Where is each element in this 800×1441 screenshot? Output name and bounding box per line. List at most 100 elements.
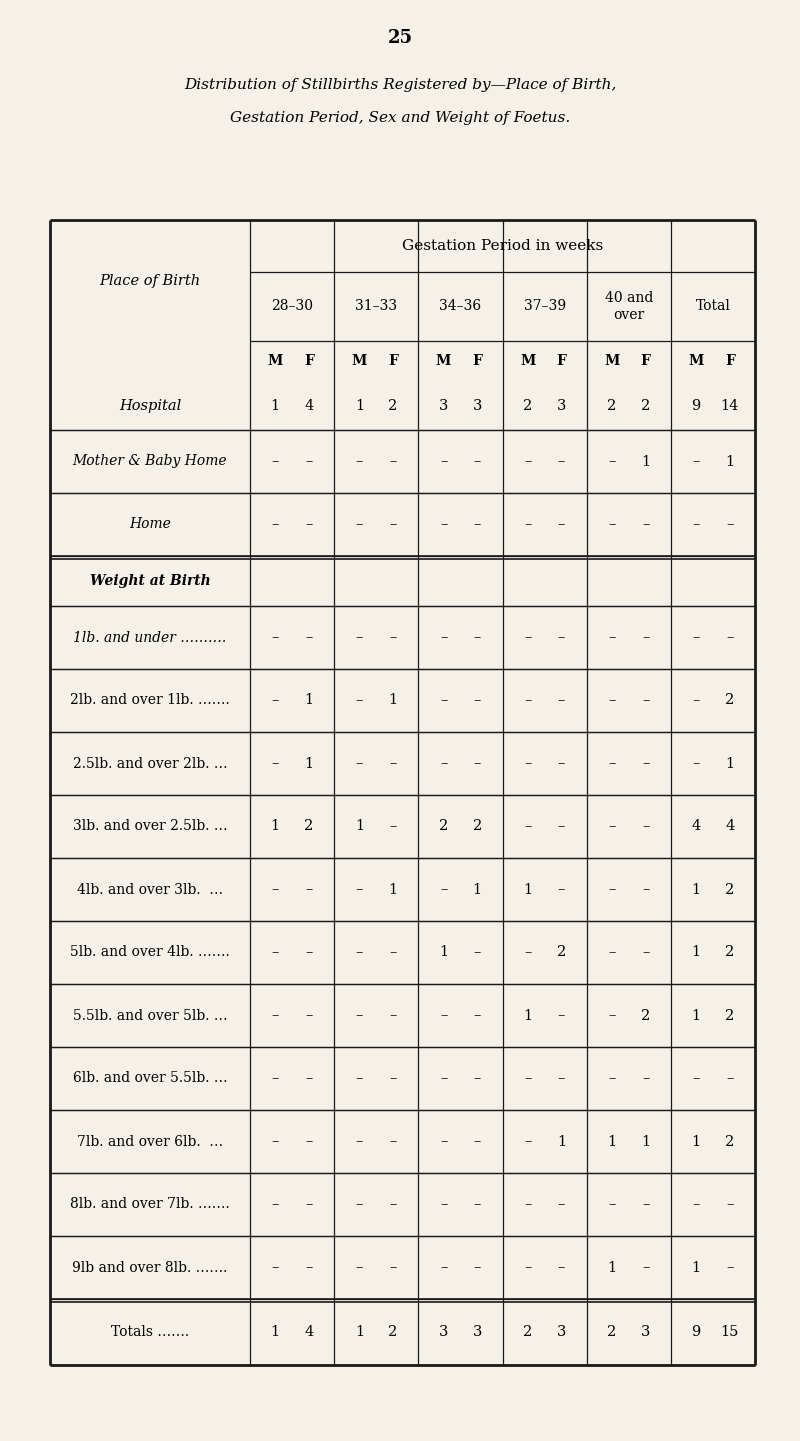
Text: 1: 1 (725, 757, 734, 771)
Text: –: – (356, 517, 363, 532)
Text: –: – (390, 757, 397, 771)
Text: –: – (642, 517, 650, 532)
Text: M: M (267, 354, 283, 367)
Text: 8lb. and over 7lb. …….: 8lb. and over 7lb. ……. (70, 1197, 230, 1212)
Text: 5.5lb. and over 5lb. …: 5.5lb. and over 5lb. … (73, 1009, 227, 1023)
Text: Home: Home (129, 517, 171, 532)
Text: Place of Birth: Place of Birth (99, 274, 201, 288)
Text: –: – (271, 631, 279, 644)
Text: Mother & Baby Home: Mother & Baby Home (73, 454, 227, 468)
Text: –: – (558, 820, 565, 833)
Text: 2: 2 (523, 399, 532, 412)
Text: 1: 1 (270, 1326, 280, 1339)
Text: 2: 2 (725, 945, 734, 960)
Text: –: – (440, 517, 447, 532)
Text: 40 and
over: 40 and over (605, 291, 653, 321)
Text: –: – (440, 631, 447, 644)
Text: F: F (388, 354, 398, 367)
Text: –: – (524, 517, 531, 532)
Text: –: – (306, 631, 313, 644)
Text: –: – (726, 1197, 734, 1212)
Text: –: – (306, 1134, 313, 1148)
Text: –: – (440, 1261, 447, 1274)
Text: F: F (472, 354, 482, 367)
Text: –: – (558, 1009, 565, 1023)
Text: M: M (604, 354, 620, 367)
Text: 28–30: 28–30 (271, 300, 313, 314)
Text: –: – (390, 1134, 397, 1148)
Text: –: – (608, 757, 616, 771)
Text: –: – (524, 631, 531, 644)
Text: –: – (440, 1134, 447, 1148)
Text: –: – (524, 1197, 531, 1212)
Text: 2: 2 (439, 820, 448, 833)
Text: M: M (688, 354, 704, 367)
Text: –: – (440, 882, 447, 896)
Text: –: – (271, 1197, 279, 1212)
Text: 1: 1 (473, 882, 482, 896)
Text: –: – (356, 757, 363, 771)
Text: –: – (306, 1009, 313, 1023)
Text: –: – (306, 945, 313, 960)
Text: –: – (726, 1261, 734, 1274)
Text: 1: 1 (691, 882, 701, 896)
Text: 1: 1 (270, 399, 280, 412)
Text: 1: 1 (641, 454, 650, 468)
Text: –: – (558, 1072, 565, 1085)
Text: –: – (356, 945, 363, 960)
Text: –: – (558, 454, 565, 468)
Text: –: – (558, 631, 565, 644)
Text: –: – (524, 693, 531, 708)
Text: Gestation Period, Sex and Weight of Foetus.: Gestation Period, Sex and Weight of Foet… (230, 111, 570, 125)
Text: –: – (608, 820, 616, 833)
Text: –: – (356, 693, 363, 708)
Text: 2: 2 (523, 1326, 532, 1339)
Text: 2.5lb. and over 2lb. …: 2.5lb. and over 2lb. … (73, 757, 227, 771)
Text: –: – (692, 693, 700, 708)
Text: 1: 1 (270, 820, 280, 833)
Text: –: – (306, 1072, 313, 1085)
Text: –: – (608, 631, 616, 644)
Text: M: M (352, 354, 367, 367)
Text: 1: 1 (389, 882, 398, 896)
Text: –: – (474, 1197, 481, 1212)
Text: Hospital: Hospital (119, 399, 181, 412)
Text: –: – (608, 454, 616, 468)
Text: 2: 2 (725, 882, 734, 896)
Text: –: – (474, 1009, 481, 1023)
Text: 1: 1 (304, 693, 314, 708)
Text: –: – (474, 1072, 481, 1085)
Text: –: – (558, 757, 565, 771)
Text: –: – (356, 454, 363, 468)
Text: –: – (440, 757, 447, 771)
Text: –: – (642, 945, 650, 960)
Text: –: – (271, 1009, 279, 1023)
Text: –: – (390, 945, 397, 960)
Text: 1: 1 (304, 757, 314, 771)
Text: 1: 1 (355, 1326, 364, 1339)
Text: 2: 2 (641, 1009, 650, 1023)
Text: 2: 2 (725, 693, 734, 708)
Text: –: – (726, 517, 734, 532)
Text: 14: 14 (721, 399, 739, 412)
Text: 2: 2 (389, 1326, 398, 1339)
Text: 2: 2 (607, 1326, 617, 1339)
Text: –: – (356, 1009, 363, 1023)
Text: –: – (692, 1197, 700, 1212)
Text: 2lb. and over 1lb. …….: 2lb. and over 1lb. ……. (70, 693, 230, 708)
Text: Total: Total (695, 300, 730, 314)
Text: 3: 3 (439, 399, 448, 412)
Text: 1: 1 (607, 1134, 617, 1148)
Text: –: – (558, 882, 565, 896)
Text: 1: 1 (355, 820, 364, 833)
Text: 1: 1 (389, 693, 398, 708)
Text: –: – (524, 820, 531, 833)
Text: F: F (304, 354, 314, 367)
Text: –: – (524, 757, 531, 771)
Text: –: – (474, 693, 481, 708)
Text: –: – (642, 1197, 650, 1212)
Text: –: – (356, 1261, 363, 1274)
Text: –: – (306, 882, 313, 896)
Text: Totals …….: Totals ……. (111, 1326, 189, 1339)
Text: 4lb. and over 3lb.  …: 4lb. and over 3lb. … (77, 882, 223, 896)
